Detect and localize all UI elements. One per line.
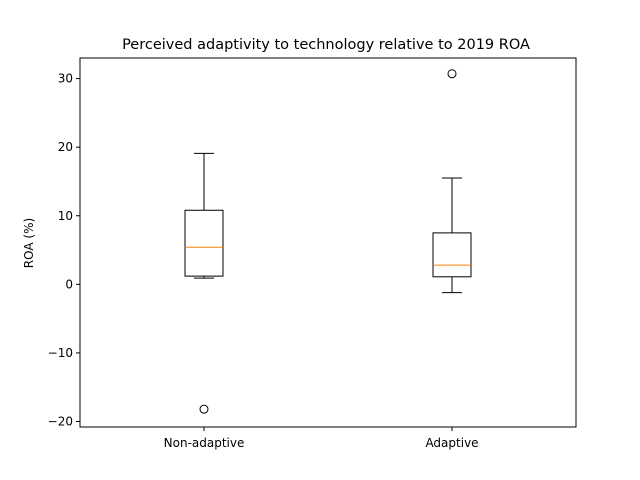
plot-area: −20 −10 0 10 20 30 Non-adaptive Adaptive: [48, 69, 479, 450]
y-tick-label: 20: [58, 140, 73, 154]
chart-title: Perceived adaptivity to technology relat…: [122, 37, 530, 53]
box-iqr: [184, 209, 224, 277]
x-tick-label: Non-adaptive: [164, 436, 245, 450]
y-axis-label: ROA (%): [22, 218, 36, 268]
x-tick-label: Adaptive: [425, 436, 478, 450]
y-tick-label: −10: [48, 346, 73, 360]
y-tick-label: −20: [48, 415, 73, 429]
y-tick-label: 10: [58, 209, 73, 223]
y-tick-label: 30: [58, 72, 73, 86]
outlier-point: [447, 69, 457, 79]
plot-frame: [79, 57, 577, 428]
y-tick-label: 0: [65, 277, 73, 291]
box-iqr: [432, 232, 472, 278]
outlier-point: [199, 404, 209, 414]
